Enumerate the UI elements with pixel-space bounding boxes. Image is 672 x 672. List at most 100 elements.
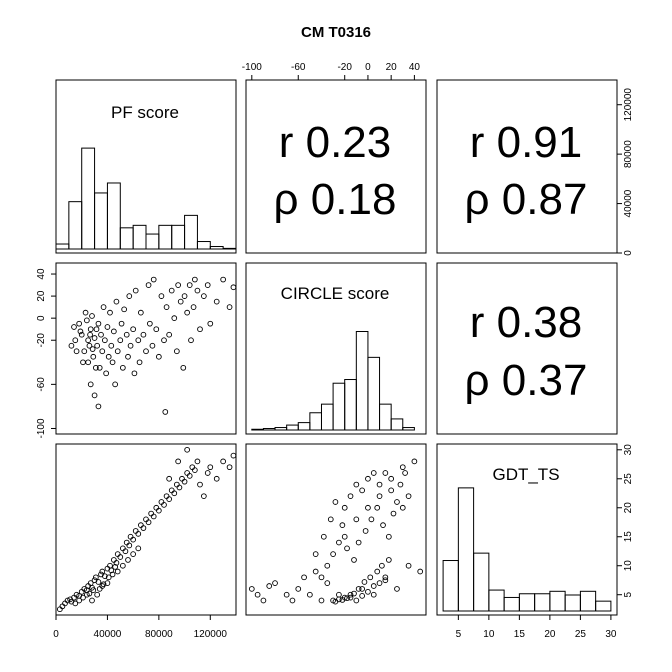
scatter-point-circle-gdt-26 [405, 562, 412, 569]
scatter-point-circle-gdt-55 [359, 487, 365, 494]
hist-bar-circle-6 [320, 403, 334, 431]
tick-label-right-gdt-1: 10 [623, 560, 634, 572]
scatter-point-circle-gdt-4 [272, 580, 278, 586]
scatter-point-circle-gdt-53 [347, 493, 354, 500]
hist-bar-pf-10 [184, 214, 198, 250]
hist-bar-circle-0 [251, 428, 264, 431]
tick-label-bottom-gdt-4: 25 [575, 629, 587, 640]
scatter-point-pf-circle-72 [201, 293, 207, 299]
scatter-point-circle-gdt-79 [402, 470, 408, 476]
scatter-point-circle-gdt-43 [355, 586, 362, 592]
hist-bar-pf-13 [222, 247, 237, 250]
hist-bar-pf-2 [81, 147, 96, 250]
tick-label-left-circle-2: -20 [36, 333, 47, 348]
scatter-point-pf-circle-14 [94, 342, 100, 349]
scatter-point-pf-circle-44 [138, 309, 144, 316]
tick-label-right-gdt-3: 20 [623, 502, 634, 514]
tick-label-bottom-gdt-5: 30 [605, 629, 617, 640]
scatter-point-pf-gdt-86 [96, 586, 103, 592]
scatter-point-pf-gdt-62 [207, 464, 214, 471]
hist-bar-circle-12 [390, 418, 404, 431]
scatter-point-pf-circle-33 [120, 364, 126, 371]
tick-label-left-circle-4: 20 [36, 290, 47, 302]
scatter-point-pf-circle-27 [111, 328, 117, 335]
scatter-point-pf-circle-25 [108, 342, 115, 349]
panel-frame-0-1 [245, 79, 427, 254]
scatter-point-pf-circle-75 [213, 298, 220, 305]
hist-bar-gdt-9 [579, 590, 597, 612]
scatter-point-circle-gdt-23 [388, 475, 395, 482]
corr-rho-pf-circle: ρ 0.18 [274, 175, 397, 224]
scatter-point-circle-gdt-66 [327, 516, 334, 523]
scatter-point-pf-circle-81 [68, 342, 75, 349]
scatter-point-circle-gdt-14 [336, 591, 342, 598]
scatter-point-pf-gdt-87 [100, 581, 107, 588]
scatter-point-circle-gdt-19 [365, 504, 371, 511]
hist-bar-circle-11 [379, 403, 392, 431]
scatter-point-pf-circle-26 [109, 359, 116, 366]
panel-frame-0-0 [55, 79, 237, 254]
scatter-point-pf-gdt-88 [105, 574, 112, 581]
scatter-point-pf-circle-10 [90, 353, 97, 360]
scatter-point-pf-circle-47 [145, 282, 152, 288]
tick-label-left-circle-3: 0 [36, 315, 47, 321]
scatter-point-pf-circle-56 [163, 304, 170, 310]
hist-bar-pf-11 [196, 241, 211, 250]
tick-label-bottom-pf-0: 0 [53, 629, 59, 640]
diag-label-gdt: GDT_TS [492, 465, 559, 484]
scatter-point-pf-circle-78 [230, 284, 237, 291]
tick-label-top-circle-2: -20 [337, 62, 352, 73]
tick-label-right-pf-1: 40000 [623, 189, 634, 217]
scatter-point-pf-circle-7 [87, 381, 94, 388]
panel-frame-2-2 [436, 443, 618, 616]
scatter-point-pf-circle-76 [220, 276, 226, 283]
scatter-point-pf-circle-86 [87, 331, 93, 338]
tick-label-right-pf-2: 80000 [623, 140, 634, 168]
scatter-point-pf-gdt-69 [166, 475, 172, 482]
hist-bar-gdt-5 [518, 593, 536, 612]
scatter-point-circle-gdt-5 [283, 591, 290, 598]
scatter-point-pf-circle-79 [72, 337, 79, 344]
scatter-point-circle-gdt-6 [289, 597, 296, 604]
scatter-point-circle-gdt-70 [351, 557, 357, 563]
scatter-point-pf-gdt-7 [73, 591, 80, 598]
scatter-point-pf-gdt-73 [104, 580, 111, 586]
scatter-point-circle-gdt-25 [399, 464, 406, 471]
scatter-point-pf-circle-30 [114, 348, 121, 355]
scatter-point-pf-circle-83 [77, 328, 84, 335]
scatter-point-circle-gdt-76 [385, 533, 392, 540]
tick-label-top-circle-5: 40 [409, 62, 421, 73]
scatter-point-circle-gdt-78 [397, 481, 404, 488]
scatter-point-pf-circle-38 [127, 342, 134, 349]
scatter-point-pf-circle-62 [177, 298, 184, 305]
hist-bar-gdt-2 [473, 552, 490, 612]
scatter-point-pf-circle-65 [184, 309, 190, 316]
scatter-point-pf-gdt-76 [120, 562, 126, 569]
hist-bar-pf-6 [132, 224, 147, 250]
scatter-point-pf-circle-84 [80, 359, 86, 366]
scatter-point-pf-gdt-37 [140, 525, 147, 531]
scatter-point-pf-circle-29 [113, 298, 120, 305]
scatter-point-circle-gdt-73 [368, 516, 375, 523]
scatter-point-pf-circle-50 [150, 276, 157, 283]
scatter-point-pf-circle-69 [192, 276, 198, 283]
scatter-point-pf-circle-51 [153, 326, 160, 333]
scatter-point-pf-circle-35 [123, 331, 130, 338]
scatter-point-pf-circle-11 [91, 335, 98, 341]
scatter-point-circle-gdt-54 [353, 481, 360, 488]
scatter-point-circle-gdt-59 [382, 470, 389, 476]
scatter-point-circle-gdt-12 [324, 580, 331, 586]
hist-bar-gdt-7 [549, 590, 566, 612]
scatter-point-pf-circle-48 [147, 320, 153, 327]
tick-label-right-gdt-4: 25 [623, 473, 634, 485]
scatter-point-circle-gdt-56 [365, 475, 371, 482]
scatter-point-pf-circle-66 [186, 282, 193, 288]
hist-bar-circle-1 [262, 428, 276, 431]
scatter-point-pf-gdt-49 [171, 490, 178, 497]
tick-label-left-circle-5: 40 [36, 268, 47, 280]
hist-bar-pf-8 [158, 224, 173, 250]
scatter-point-circle-gdt-11 [318, 597, 325, 604]
scatter-point-circle-gdt-35 [365, 588, 371, 595]
hist-bar-gdt-10 [595, 600, 612, 612]
hist-bar-gdt-0 [442, 560, 459, 612]
